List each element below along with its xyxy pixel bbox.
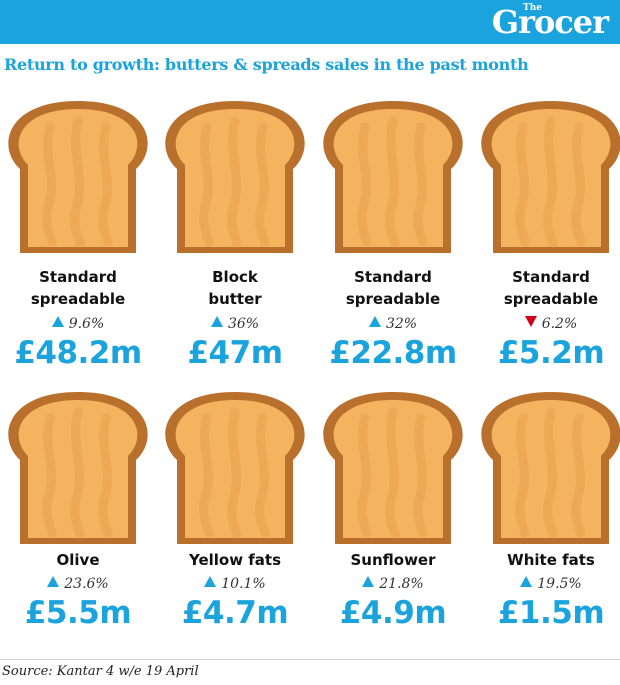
change-indicator: 10.1% xyxy=(160,575,310,593)
change-indicator: 36% xyxy=(160,315,310,333)
up-arrow-icon xyxy=(520,576,533,587)
sales-value: £22.8m xyxy=(329,335,457,371)
product-label: spreadable xyxy=(30,290,126,308)
up-arrow-icon xyxy=(51,316,64,327)
up-arrow-icon xyxy=(362,576,375,587)
sales-value: £5.5m xyxy=(24,595,132,631)
change-indicator: 21.8% xyxy=(318,575,468,593)
toast-icon xyxy=(477,388,620,544)
product-label: White fats xyxy=(507,551,595,569)
change-indicator: 6.2% xyxy=(476,315,620,333)
change-indicator: 19.5% xyxy=(476,575,620,593)
sales-value: £48.2m xyxy=(14,335,142,371)
product-label: Block xyxy=(212,268,258,286)
product-label: butter xyxy=(208,290,262,308)
toast-icon xyxy=(477,97,620,253)
product-label: Standard xyxy=(39,268,117,286)
up-arrow-icon xyxy=(210,316,223,327)
product-label: Sunflower xyxy=(350,551,436,569)
up-arrow-icon xyxy=(204,576,217,587)
change-indicator: 9.6% xyxy=(3,315,153,333)
change-value: 19.5% xyxy=(537,576,582,592)
product-label: Olive xyxy=(56,551,100,569)
card-grid: Standard spreadable 9.6% £48.2m Block butter 3… xyxy=(3,97,620,631)
up-arrow-icon xyxy=(47,576,60,587)
sales-value: £1.5m xyxy=(497,595,605,631)
change-value: 9.6% xyxy=(68,316,105,332)
product-card: Yellow fats 10.1% £4.7m xyxy=(160,388,310,668)
product-card: Standard spreadable 32% £22.8m xyxy=(318,97,468,377)
toast-icon xyxy=(161,97,309,253)
toast-icon xyxy=(161,388,309,544)
change-value: 21.8% xyxy=(379,576,424,592)
product-card: White fats 19.5% £1.5m xyxy=(476,388,620,668)
product-card: Sunflower 21.8% £4.9m xyxy=(318,388,468,668)
product-label: Yellow fats xyxy=(188,551,282,569)
change-value: 10.1% xyxy=(221,576,266,592)
sales-value: £4.7m xyxy=(181,595,289,631)
sales-value: £4.9m xyxy=(339,595,447,631)
brand-small: The xyxy=(523,3,542,13)
sales-value: £47m xyxy=(187,335,283,371)
toast-icon xyxy=(319,97,467,253)
toast-icon xyxy=(4,97,152,253)
product-card: Standard spreadable 9.6% £48.2m xyxy=(3,97,153,377)
sales-value: £5.2m xyxy=(497,335,605,371)
change-value: 32% xyxy=(385,316,418,332)
down-arrow-icon xyxy=(524,316,537,327)
chart-title: Return to growth: butters & spreads sale… xyxy=(4,55,529,74)
product-label: Standard xyxy=(354,268,432,286)
product-label: spreadable xyxy=(345,290,441,308)
source-note: Source: Kantar 4 w/e 19 April xyxy=(2,664,199,679)
change-value: 36% xyxy=(227,316,260,332)
toast-icon xyxy=(4,388,152,544)
product-label: spreadable xyxy=(503,290,599,308)
masthead: The Grocer xyxy=(0,0,620,44)
up-arrow-icon xyxy=(368,316,381,327)
product-card: Olive 23.6% £5.5m xyxy=(3,388,153,668)
toast-icon xyxy=(319,388,467,544)
brand-logo: Grocer xyxy=(491,3,609,41)
change-value: 6.2% xyxy=(541,316,578,332)
divider xyxy=(0,659,620,660)
product-card: Standard spreadable 6.2% £5.2m xyxy=(476,97,620,377)
change-value: 23.6% xyxy=(64,576,109,592)
product-label: Standard xyxy=(512,268,590,286)
change-indicator: 32% xyxy=(318,315,468,333)
product-card: Block butter 36% £47m xyxy=(160,97,310,377)
change-indicator: 23.6% xyxy=(3,575,153,593)
